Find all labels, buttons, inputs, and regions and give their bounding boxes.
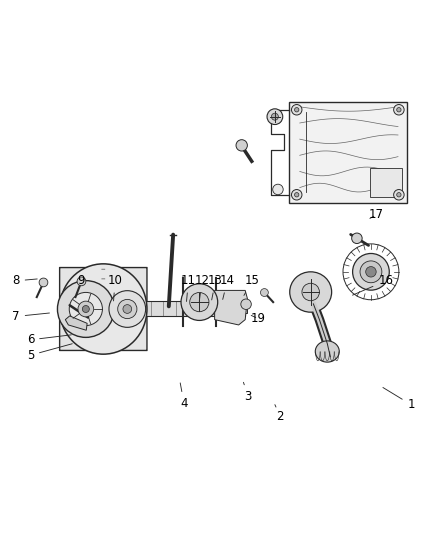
Circle shape xyxy=(397,108,401,112)
Circle shape xyxy=(118,300,137,319)
Circle shape xyxy=(291,104,302,115)
Text: 3: 3 xyxy=(244,382,252,403)
Circle shape xyxy=(181,284,218,320)
Circle shape xyxy=(302,283,319,301)
Circle shape xyxy=(394,190,404,200)
Circle shape xyxy=(353,254,389,290)
Circle shape xyxy=(78,301,94,317)
Circle shape xyxy=(123,305,132,313)
Text: 12: 12 xyxy=(194,274,209,302)
Bar xyxy=(370,168,403,197)
Circle shape xyxy=(273,184,283,195)
Circle shape xyxy=(366,266,376,277)
Bar xyxy=(130,301,245,317)
Polygon shape xyxy=(215,290,247,325)
Circle shape xyxy=(109,290,146,327)
Circle shape xyxy=(77,277,86,286)
Circle shape xyxy=(360,261,382,282)
Circle shape xyxy=(241,299,251,310)
Text: 2: 2 xyxy=(275,405,284,423)
Circle shape xyxy=(272,113,279,120)
Text: 10: 10 xyxy=(108,274,123,301)
Circle shape xyxy=(82,305,89,312)
Text: 9: 9 xyxy=(78,274,85,287)
Ellipse shape xyxy=(315,341,339,362)
Circle shape xyxy=(69,293,102,326)
Text: 4: 4 xyxy=(180,383,188,410)
Text: 17: 17 xyxy=(369,208,384,222)
Text: 7: 7 xyxy=(12,310,49,323)
Text: 16: 16 xyxy=(353,274,393,295)
Text: 13: 13 xyxy=(208,274,223,300)
Circle shape xyxy=(294,192,299,197)
Bar xyxy=(215,301,247,313)
Bar xyxy=(289,102,407,203)
Circle shape xyxy=(294,108,299,112)
Text: 11: 11 xyxy=(181,274,196,302)
Ellipse shape xyxy=(60,264,147,354)
Circle shape xyxy=(261,288,268,296)
Text: 1: 1 xyxy=(383,387,415,411)
Circle shape xyxy=(57,281,114,337)
Text: 8: 8 xyxy=(12,274,37,287)
Text: 5: 5 xyxy=(27,344,72,362)
Polygon shape xyxy=(65,316,87,330)
Circle shape xyxy=(39,278,48,287)
Text: 6: 6 xyxy=(27,333,71,346)
Circle shape xyxy=(267,109,283,125)
Circle shape xyxy=(394,104,404,115)
Circle shape xyxy=(236,140,247,151)
Circle shape xyxy=(397,192,401,197)
Circle shape xyxy=(352,233,362,244)
Circle shape xyxy=(291,190,302,200)
Ellipse shape xyxy=(290,272,332,312)
Text: 15: 15 xyxy=(244,274,260,295)
Text: 14: 14 xyxy=(220,274,235,300)
FancyBboxPatch shape xyxy=(60,268,147,351)
Text: 19: 19 xyxy=(251,312,266,325)
Circle shape xyxy=(190,293,209,312)
